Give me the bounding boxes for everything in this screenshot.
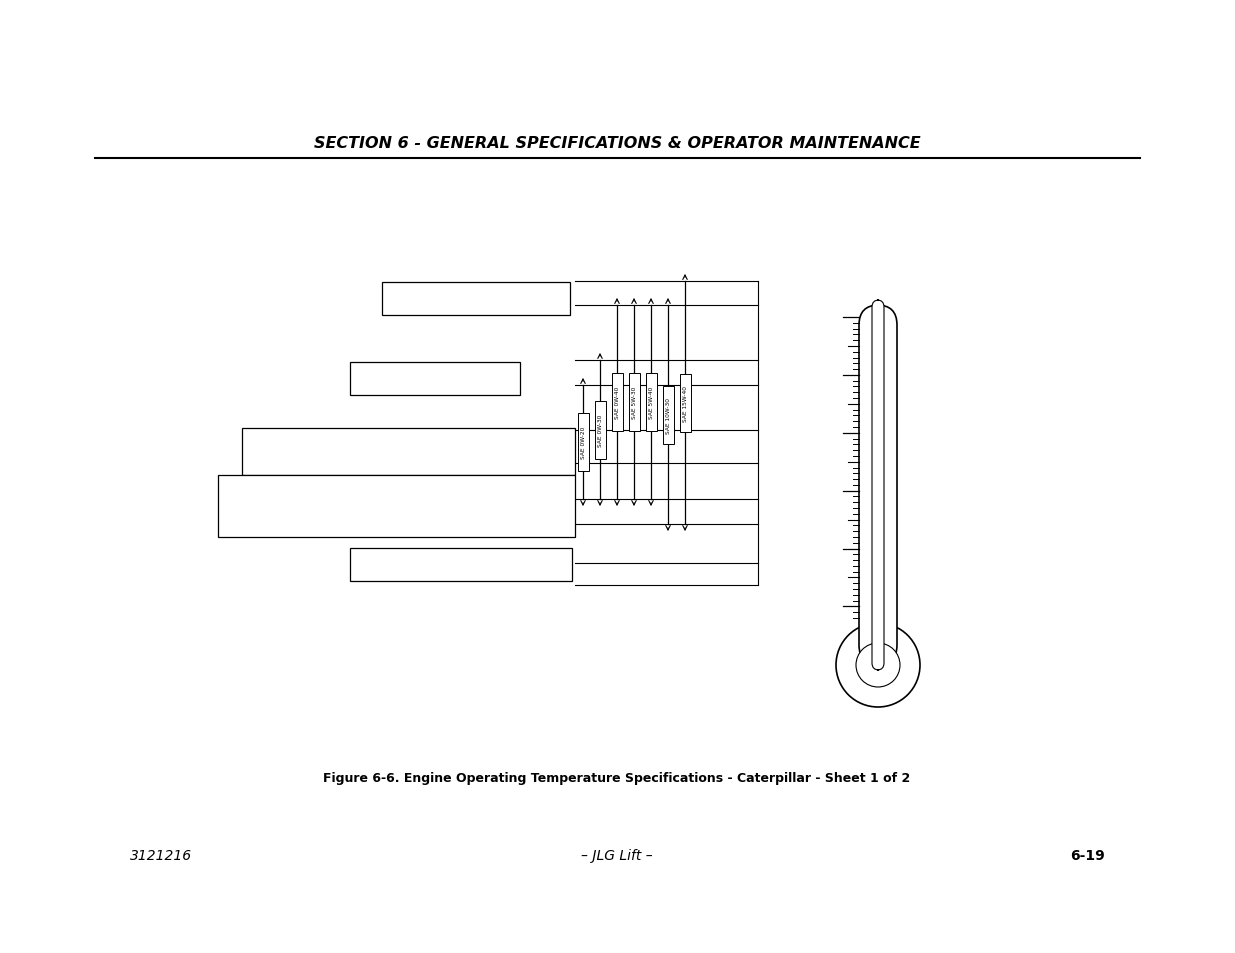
Bar — [350, 363, 520, 395]
FancyBboxPatch shape — [860, 306, 897, 665]
Bar — [219, 476, 576, 537]
Bar — [578, 414, 589, 472]
Bar — [350, 548, 572, 581]
Text: 6-19: 6-19 — [1071, 848, 1105, 862]
Text: SAE 0W-40: SAE 0W-40 — [615, 386, 620, 418]
Bar — [662, 386, 673, 444]
Bar — [611, 374, 622, 432]
Circle shape — [856, 643, 900, 687]
Text: SAE 5W-30: SAE 5W-30 — [631, 386, 636, 418]
FancyBboxPatch shape — [872, 301, 884, 670]
Text: SAE 10W-30: SAE 10W-30 — [666, 397, 671, 433]
Circle shape — [836, 623, 920, 707]
Text: 3121216: 3121216 — [130, 848, 193, 862]
Bar — [629, 374, 640, 432]
Bar — [646, 374, 657, 432]
Bar — [594, 401, 605, 459]
Text: SAE 15W-40: SAE 15W-40 — [683, 385, 688, 421]
Bar — [382, 283, 571, 315]
Text: SAE 5W-40: SAE 5W-40 — [648, 386, 653, 418]
Text: Figure 6-6. Engine Operating Temperature Specifications - Caterpillar - Sheet 1 : Figure 6-6. Engine Operating Temperature… — [324, 772, 910, 784]
Text: SECTION 6 - GENERAL SPECIFICATIONS & OPERATOR MAINTENANCE: SECTION 6 - GENERAL SPECIFICATIONS & OPE… — [314, 136, 920, 152]
Bar — [679, 375, 690, 432]
Text: SAE 0W-30: SAE 0W-30 — [598, 414, 603, 446]
Bar — [242, 429, 576, 476]
Text: SAE 0W-20: SAE 0W-20 — [580, 426, 585, 458]
Text: – JLG Lift –: – JLG Lift – — [582, 848, 653, 862]
